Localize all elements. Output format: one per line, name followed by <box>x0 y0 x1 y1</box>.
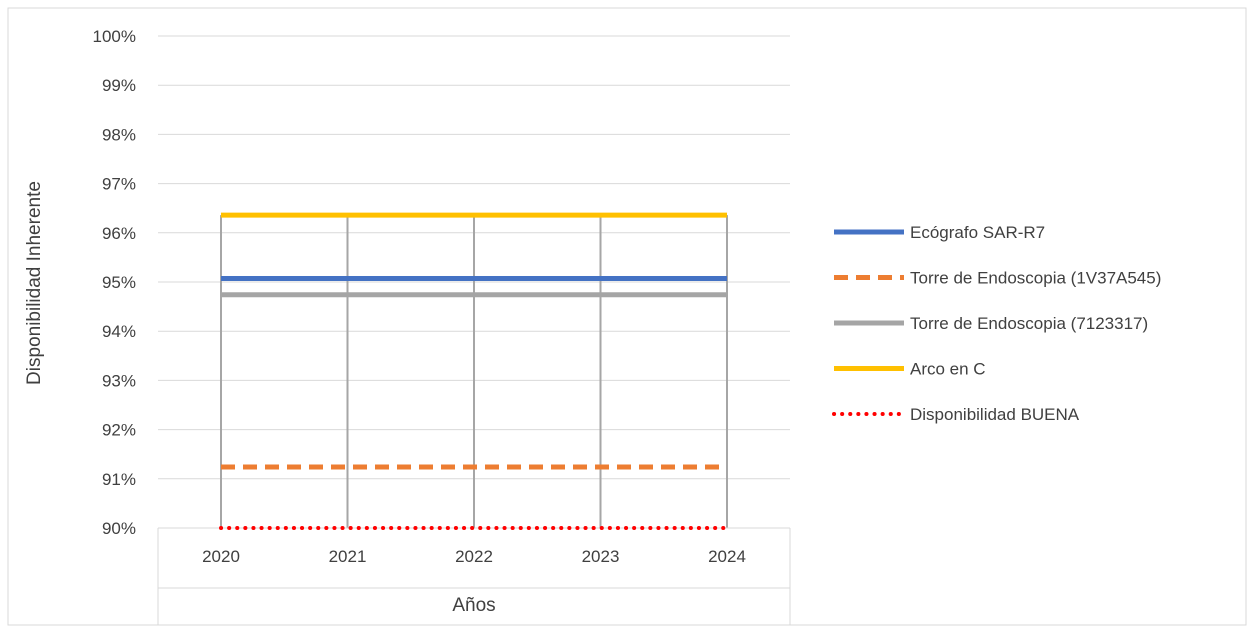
x-tick-label: 2023 <box>582 547 620 566</box>
series-lines <box>219 212 729 530</box>
x-tick-label: 2024 <box>708 547 746 566</box>
y-tick-label: 91% <box>102 470 136 489</box>
legend-label: Arco en C <box>910 360 986 379</box>
x-tick-label: 2020 <box>202 547 240 566</box>
y-tick-label: 96% <box>102 224 136 243</box>
y-tick-label: 100% <box>93 27 136 46</box>
y-tick-label: 97% <box>102 175 136 194</box>
legend-label: Torre de Endoscopia (1V37A545) <box>910 269 1161 288</box>
legend-label: Disponibilidad BUENA <box>910 405 1080 424</box>
x-tick-label: 2022 <box>455 547 493 566</box>
x-axis-title: Años <box>452 595 495 616</box>
x-tick-label: 2021 <box>329 547 367 566</box>
y-tick-label: 93% <box>102 371 136 390</box>
y-tick-label: 90% <box>102 519 136 538</box>
legend: Ecógrafo SAR-R7 Torre de Endoscopia (1V37… <box>832 223 1161 424</box>
y-axis-title: Disponibilidad Inherente <box>24 181 45 385</box>
y-tick-label: 99% <box>102 76 136 95</box>
y-tick-label: 98% <box>102 125 136 144</box>
chart-border <box>7 7 1247 626</box>
y-tick-label: 94% <box>102 322 136 341</box>
y-tick-label: 92% <box>102 421 136 440</box>
y-tick-label: 95% <box>102 273 136 292</box>
legend-label: Torre de Endoscopia (7123317) <box>910 314 1148 333</box>
legend-label: Ecógrafo SAR-R7 <box>910 223 1045 242</box>
